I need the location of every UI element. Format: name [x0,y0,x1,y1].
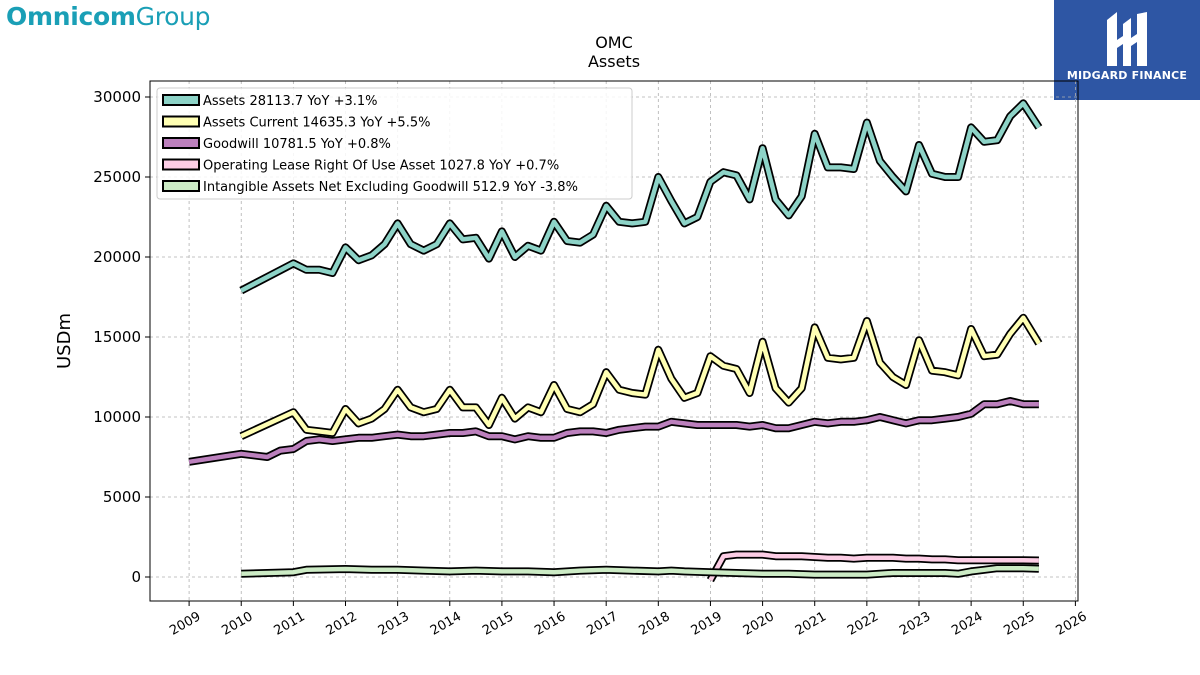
midgard-finance-badge: MIDGARD FINANCE [1054,0,1200,100]
x-tick-label: 2018 [636,609,672,639]
legend-box [156,87,633,200]
series-fill-line [241,565,1039,577]
legend-entry: Intangible Assets Net Excluding Goodwill… [203,180,578,195]
legend-swatch [162,115,200,128]
series-line [241,564,1040,579]
x-tick-label: 2010 [219,609,255,639]
midgard-monogram-icon [1107,12,1147,66]
chart-title: OMC [595,33,633,52]
x-tick-label: 2015 [480,609,516,639]
brand-first: Omnicom [6,2,136,31]
x-tick-label: 2020 [741,609,777,639]
x-tick-label: 2024 [949,609,985,639]
legend: Assets 28113.7 YoY +3.1% Assets Current 1… [156,87,633,200]
legend-swatch [162,94,200,106]
y-tick-label: 0 [131,568,141,586]
x-tick-label: 2009 [167,609,203,639]
plot-frame [149,80,1079,602]
y-axis-label: USDm [54,313,75,369]
legend-entry: Operating Lease Right Of Use Asset 1027.… [203,159,559,174]
y-tick-label: 25000 [93,168,141,186]
series-fill-line [708,552,1039,582]
series-line [239,313,1043,440]
series-line [706,550,1039,583]
legend-entry: Goodwill 10781.5 YoY +0.8% [203,137,391,152]
y-tick-label: 20000 [93,248,141,266]
series-line [239,99,1043,295]
x-tick-label: 2025 [1001,609,1037,639]
chart-subtitle: Assets [588,52,640,71]
x-tick-label: 2013 [376,609,412,639]
y-tick-label: 10000 [93,408,141,426]
x-tick-label: 2014 [428,609,464,639]
x-tick-label: 2026 [1054,609,1090,639]
series-layer [188,99,1043,583]
y-tick-label: 5000 [103,488,141,506]
x-tick-label: 2021 [793,609,829,639]
omnicom-group-logo: OmnicomGroup [6,2,211,31]
x-tick-label: 2023 [897,609,933,639]
x-tick-label: 2012 [324,609,360,639]
legend-entry: Assets Current 14635.3 YoY +5.5% [203,116,430,131]
y-tick-label: 15000 [93,328,141,346]
legend-entry: Assets 28113.7 YoY +3.1% [203,94,378,109]
series-fill-line [240,315,1041,439]
x-tick-label: 2019 [689,609,725,639]
legend-swatch [162,137,200,149]
x-tick-label: 2022 [845,609,881,639]
badge-text: MIDGARD FINANCE [1066,69,1188,82]
y-tick-label: 30000 [93,88,141,106]
x-tick-label: 2011 [272,609,308,639]
legend-swatch [162,180,200,192]
series-fill-line [188,398,1039,465]
brand-second: Group [135,2,211,31]
series-line [188,397,1039,466]
legend-swatch [162,158,200,171]
series-fill-line [240,101,1041,293]
x-tick-label: 2017 [584,609,620,639]
x-tick-label: 2016 [532,609,568,639]
